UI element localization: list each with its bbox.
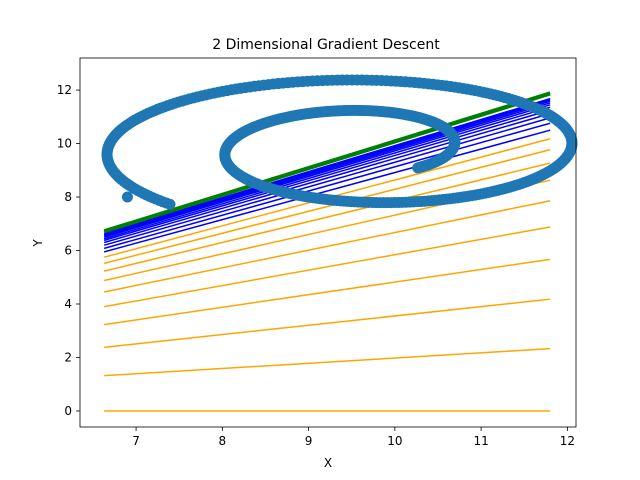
spiral-point [412,162,424,174]
fitted-lines-late-line-11 [103,97,551,235]
x-axis-label: X [324,456,332,470]
y-tick-label: 2 [64,350,72,364]
fitted-lines-final-line-2 [103,91,551,233]
fitted-lines-late-line-3 [103,117,551,246]
x-tick-label: 10 [387,434,402,448]
fitted-lines-early-line-5 [104,226,551,308]
fitted-lines-early-line-8 [103,162,551,272]
fitted-lines-early-line-4 [104,258,551,326]
fitted-lines-late-line-6 [103,106,551,240]
x-axis-ticks: 7 8 9 10 11 12 [132,427,575,448]
y-tick-label: 12 [57,83,72,97]
x-tick-label: 8 [219,434,227,448]
plot-area [101,74,578,412]
chart-title: 2 Dimensional Gradient Descent [212,37,440,53]
y-axis-label: Y [31,239,45,248]
fitted-lines-late-line-8 [103,102,551,237]
spiral-points [101,74,578,210]
fitted-lines-early-line-9 [103,148,551,265]
fitted-lines-early-line-3 [104,298,551,349]
fitted-lines-late-line-9 [103,100,551,236]
fitted-lines-late-line-1 [103,129,551,253]
x-tick-label: 9 [305,434,313,448]
y-tick-label: 0 [64,404,72,418]
y-tick-label: 10 [57,137,72,151]
fitted-lines-late-line-5 [103,109,551,242]
spiral-point [121,191,133,203]
fitted-lines-late-line-7 [103,104,551,238]
y-tick-label: 8 [64,190,72,204]
fitted-lines-early-line-2 [104,347,551,377]
axes-frame [79,57,577,428]
fitted-lines-early-line-6 [104,200,551,293]
x-tick-label: 12 [560,434,575,448]
y-tick-label: 4 [64,297,72,311]
fitted-lines-late-line-2 [103,122,551,250]
x-tick-label: 7 [132,434,140,448]
fitted-lines-late-line-10 [103,99,551,235]
y-tick-label: 6 [64,244,72,258]
y-axis-ticks: 0 2 4 6 8 10 12 [57,83,80,418]
fitted-lines-late-line-4 [103,112,551,244]
x-tick-label: 11 [473,434,488,448]
